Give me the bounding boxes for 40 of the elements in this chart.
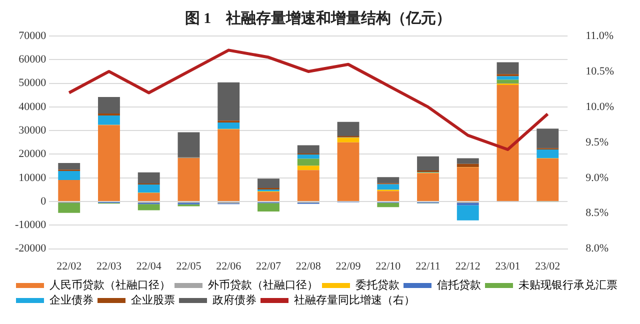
y-tick-label: -10000 xyxy=(14,219,47,232)
y2-tick-label: 11.0% xyxy=(586,30,614,42)
legend-label: 企业股票 xyxy=(131,293,175,306)
x-tick-label: 22/08 xyxy=(296,260,322,272)
y2-tick-label: 10.5% xyxy=(586,65,614,78)
x-tick-label: 23/01 xyxy=(495,260,520,272)
x-tick-label: 22/09 xyxy=(336,260,362,272)
x-tick-label: 22/02 xyxy=(56,260,82,272)
legend-label: 政府债券 xyxy=(212,293,256,306)
x-tick-label: 22/12 xyxy=(455,260,480,272)
legend-label: 委托贷款 xyxy=(356,278,400,292)
legend-label: 未贴现银行承兑汇票 xyxy=(518,278,618,292)
y-tick-label: 0 xyxy=(40,195,47,208)
y-tick-label: 10000 xyxy=(18,172,47,184)
y2-tick-label: 10.0% xyxy=(586,100,614,113)
x-tick-label: 23/02 xyxy=(535,260,560,272)
y-tick-label: 60000 xyxy=(18,54,47,66)
y-tick-label: -20000 xyxy=(14,242,47,255)
y2-tick-label: 9.0% xyxy=(586,172,609,184)
x-tick-label: 22/11 xyxy=(416,260,440,272)
legend-label: 企业债券 xyxy=(50,293,94,306)
x-tick-label: 22/05 xyxy=(176,260,202,272)
y-tick-label: 50000 xyxy=(18,77,47,90)
y2-tick-label: 8.5% xyxy=(586,207,609,220)
x-tick-label: 22/06 xyxy=(216,260,242,272)
x-tick-label: 22/03 xyxy=(96,260,122,272)
x-tick-label: 22/10 xyxy=(376,260,402,272)
y-tick-label: 40000 xyxy=(18,100,47,113)
x-tick-label: 22/07 xyxy=(256,260,282,272)
x-tick-label: 22/04 xyxy=(136,260,162,272)
chart-title: 图 1 社融存量增速和增量结构（亿元） xyxy=(184,10,452,27)
legend-label: 人民币贷款（社融口径） xyxy=(50,278,170,292)
y-tick-label: 70000 xyxy=(18,30,47,42)
y-tick-label: 20000 xyxy=(18,148,47,160)
y2-tick-label: 8.0% xyxy=(586,242,609,255)
legend-label: 信托贷款 xyxy=(437,278,481,292)
legend-label: 社融存量同比增速（右） xyxy=(294,293,415,306)
y-tick-label: 30000 xyxy=(18,124,47,136)
y2-tick-label: 9.5% xyxy=(586,136,609,148)
legend-label: 外币贷款（社融口径） xyxy=(208,278,318,292)
